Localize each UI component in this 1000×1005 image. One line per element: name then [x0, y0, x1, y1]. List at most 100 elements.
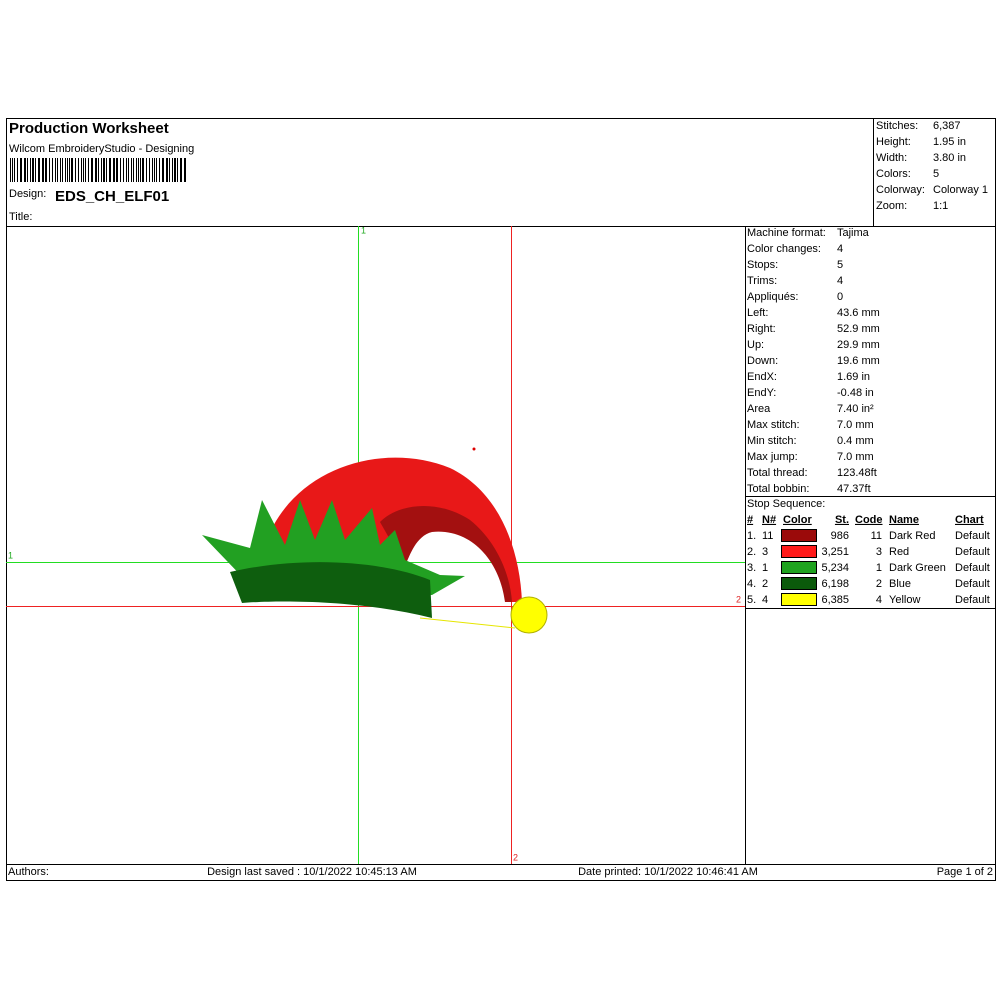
crosshair-label: 2 — [736, 594, 741, 604]
row-chart: Default — [955, 530, 990, 542]
info-label: Total bobbin: — [747, 483, 809, 495]
barcode-bar — [17, 158, 18, 182]
barcode-bar — [106, 158, 107, 182]
row-code: 11 — [871, 530, 882, 542]
barcode-bar — [172, 158, 173, 182]
design-name: EDS_CH_ELF01 — [55, 188, 169, 205]
info-label: Appliqués: — [747, 291, 798, 303]
barcode-bar — [45, 158, 47, 182]
crosshair-label: 1 — [361, 225, 366, 235]
barcode-bar — [162, 158, 164, 182]
row-num: 3. — [747, 562, 756, 574]
barcode-bar — [65, 158, 66, 182]
row-chart: Default — [955, 546, 990, 558]
barcode-bar — [159, 158, 160, 182]
barcode-bar — [180, 158, 182, 182]
printed-date: Date printed: 10/1/2022 10:46:41 AM — [578, 866, 758, 878]
info-value: 4 — [837, 243, 843, 255]
row-stitches: 6,385 — [821, 594, 849, 606]
info-value: 7.0 mm — [837, 451, 874, 463]
barcode-bar — [131, 158, 132, 182]
barcode-bar — [83, 158, 84, 182]
info-value: 5 — [837, 259, 843, 271]
page-number: Page 1 of 2 — [937, 866, 993, 878]
barcode-bar — [123, 158, 124, 182]
info-label: Max stitch: — [747, 419, 800, 431]
row-stitches: 986 — [831, 530, 849, 542]
band — [230, 562, 432, 618]
color-swatch — [781, 577, 817, 590]
barcode-bar — [101, 158, 102, 182]
barcode-bar — [149, 158, 150, 182]
embroidery-design — [202, 447, 548, 634]
summary-value: 6,387 — [933, 120, 961, 132]
barcode-bar — [146, 158, 147, 182]
row-n: 4 — [762, 594, 768, 606]
jump-line — [419, 617, 516, 629]
row-name: Yellow — [889, 594, 920, 606]
barcode-bar — [103, 158, 105, 182]
barcode-bar — [24, 158, 26, 182]
title: Production Worksheet — [9, 120, 169, 137]
row-name: Blue — [889, 578, 911, 590]
column-header: Chart — [955, 514, 984, 526]
row-num: 2. — [747, 546, 756, 558]
info-value: -0.48 in — [837, 387, 874, 399]
info-value: 47.37ft — [837, 483, 871, 495]
info-label: Min stitch: — [747, 435, 797, 447]
barcode-bar — [138, 158, 139, 182]
row-n: 3 — [762, 546, 768, 558]
barcode-bar — [69, 158, 70, 182]
summary-value: Colorway 1 — [933, 184, 988, 196]
barcode-bar — [71, 158, 73, 182]
summary-label: Zoom: — [876, 200, 907, 212]
barcode-bar — [32, 158, 34, 182]
color-swatch — [781, 593, 817, 606]
barcode-bar — [81, 158, 82, 182]
row-chart: Default — [955, 594, 990, 606]
info-value: 4 — [837, 275, 843, 287]
info-label: Total thread: — [747, 467, 808, 479]
info-label: EndX: — [747, 371, 777, 383]
info-value: Tajima — [837, 227, 870, 239]
info-label: Right: — [747, 323, 776, 335]
barcode-bar — [109, 158, 111, 182]
info-value: 52.9 mm — [837, 323, 880, 335]
column-header: Name — [889, 514, 919, 526]
barcode-bar — [113, 158, 115, 182]
barcode-bar — [91, 158, 93, 182]
barcode-bar — [42, 158, 44, 182]
column-header: # — [747, 514, 753, 526]
column-header: St. — [835, 514, 849, 526]
barcode-bar — [177, 158, 178, 182]
barcode-bar — [166, 158, 168, 182]
start-point — [472, 447, 476, 451]
info-value: 43.6 mm — [837, 307, 880, 319]
info-value: 1.69 in — [837, 371, 870, 383]
barcode-bar — [120, 158, 121, 182]
barcode-bar — [116, 158, 118, 182]
stop-sequence-title: Stop Sequence: — [747, 498, 825, 510]
barcode-bar — [12, 158, 13, 182]
column-header: Code — [855, 514, 883, 526]
column-header: N# — [762, 514, 776, 526]
row-name: Dark Red — [889, 530, 935, 542]
saved-date: Design last saved : 10/1/2022 10:45:13 A… — [207, 866, 417, 878]
info-label: Machine format: — [747, 227, 826, 239]
barcode-bar — [152, 158, 153, 182]
barcode-bar — [154, 158, 155, 182]
row-name: Red — [889, 546, 909, 558]
design-label: Design: — [9, 188, 46, 200]
barcode-bar — [67, 158, 68, 182]
barcode-bar — [174, 158, 176, 182]
barcode-bar — [35, 158, 36, 182]
row-code: 1 — [876, 562, 882, 574]
barcode-bar — [75, 158, 76, 182]
hat-shade — [380, 505, 512, 602]
info-label: EndY: — [747, 387, 776, 399]
column-header: Color — [783, 514, 812, 526]
barcode — [10, 158, 186, 182]
barcode-bar — [57, 158, 58, 182]
info-value: 7.0 mm — [837, 419, 874, 431]
